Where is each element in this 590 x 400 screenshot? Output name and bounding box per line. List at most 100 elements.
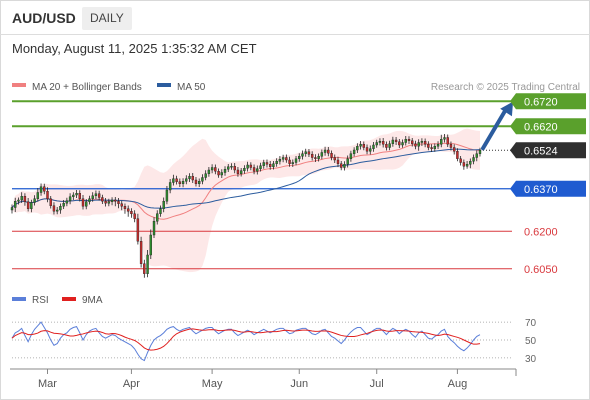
candle <box>323 146 327 156</box>
candle <box>469 158 472 169</box>
candle <box>349 150 353 162</box>
rsi-ma-line <box>11 328 481 351</box>
candle-body <box>26 201 30 209</box>
x-tick-label-Jun: Jun <box>290 378 308 390</box>
level-label-bg-0.6524 <box>516 142 586 159</box>
candle-body <box>133 213 136 219</box>
candle-body <box>433 146 437 149</box>
candle <box>23 193 27 206</box>
candle-body <box>78 193 81 199</box>
candle <box>288 156 291 167</box>
candle <box>249 162 253 171</box>
candle <box>246 161 249 172</box>
candle <box>398 139 401 148</box>
candle <box>85 199 88 210</box>
x-tick-label-Jul: Jul <box>370 378 384 390</box>
candle-body <box>401 142 404 146</box>
candle-body <box>39 186 43 193</box>
candle-body <box>343 164 346 168</box>
candle-body <box>349 153 353 159</box>
candle-body <box>185 178 188 182</box>
candle <box>75 190 78 198</box>
candle-body <box>17 199 20 202</box>
candle <box>343 161 346 171</box>
candle <box>440 134 443 148</box>
candle <box>162 197 165 213</box>
candle-body <box>256 168 259 172</box>
candle-body <box>259 165 262 169</box>
candle <box>465 161 469 169</box>
candle <box>298 153 301 162</box>
candle-body <box>214 167 217 172</box>
candle <box>365 144 369 155</box>
candle <box>259 162 262 172</box>
candle-body <box>385 144 388 148</box>
candle-body <box>304 151 307 154</box>
candle <box>359 141 362 150</box>
candle-body <box>462 162 466 167</box>
candle <box>356 143 359 153</box>
candle-body <box>278 159 282 162</box>
candle <box>275 158 278 167</box>
candle <box>62 200 65 209</box>
candle-body <box>168 182 172 191</box>
candle-body <box>375 142 378 146</box>
candle <box>20 192 23 203</box>
level-label-bg-0.6370 <box>516 180 586 197</box>
candle <box>227 164 230 172</box>
candle-body <box>372 144 375 149</box>
candle-body <box>123 206 127 209</box>
candle <box>252 164 256 175</box>
candle <box>378 138 382 146</box>
candle-body <box>110 199 114 202</box>
candle-body <box>188 176 191 179</box>
target-arrow-shaft <box>481 107 508 151</box>
candle <box>372 142 375 152</box>
candle-body <box>252 167 256 172</box>
candle <box>65 197 69 207</box>
candle <box>172 174 175 186</box>
candle <box>136 213 140 245</box>
candle-body <box>227 166 230 170</box>
candle-body <box>33 198 36 203</box>
candle-body <box>65 200 69 204</box>
level-label-0.6620: 0.6620 <box>524 121 558 133</box>
candle-body <box>20 196 23 201</box>
candle <box>475 150 478 162</box>
candle <box>417 139 420 151</box>
candle-body <box>336 159 340 164</box>
legend-swatch-ma20 <box>12 83 26 87</box>
candle <box>430 144 433 152</box>
candle-body <box>172 178 175 183</box>
candle-body <box>269 164 272 167</box>
candle <box>10 204 14 214</box>
candle <box>291 159 295 167</box>
candle-body <box>223 169 227 173</box>
x-tick-label-Aug: Aug <box>448 378 468 390</box>
candle-body <box>88 198 91 202</box>
legend-swatch-ma50 <box>157 83 171 87</box>
candle <box>375 139 378 148</box>
candle-body <box>430 147 433 149</box>
candle-body <box>265 162 269 165</box>
candle <box>33 195 36 206</box>
tab-daily[interactable]: DAILY <box>82 7 132 30</box>
candle-body <box>59 206 62 211</box>
candle-body <box>81 198 85 207</box>
candle <box>262 159 265 169</box>
candle <box>307 149 311 157</box>
candle-body <box>201 177 204 182</box>
candle-body <box>394 139 398 142</box>
candle-body <box>52 205 56 212</box>
candle <box>362 141 366 151</box>
candle <box>133 210 136 223</box>
candle-body <box>281 157 285 160</box>
candle <box>72 192 75 200</box>
header-divider <box>0 34 590 35</box>
candle-body <box>452 147 456 152</box>
candle-body <box>475 153 478 158</box>
candle-body <box>310 154 314 158</box>
candle <box>223 166 227 176</box>
candle-body <box>456 151 459 159</box>
